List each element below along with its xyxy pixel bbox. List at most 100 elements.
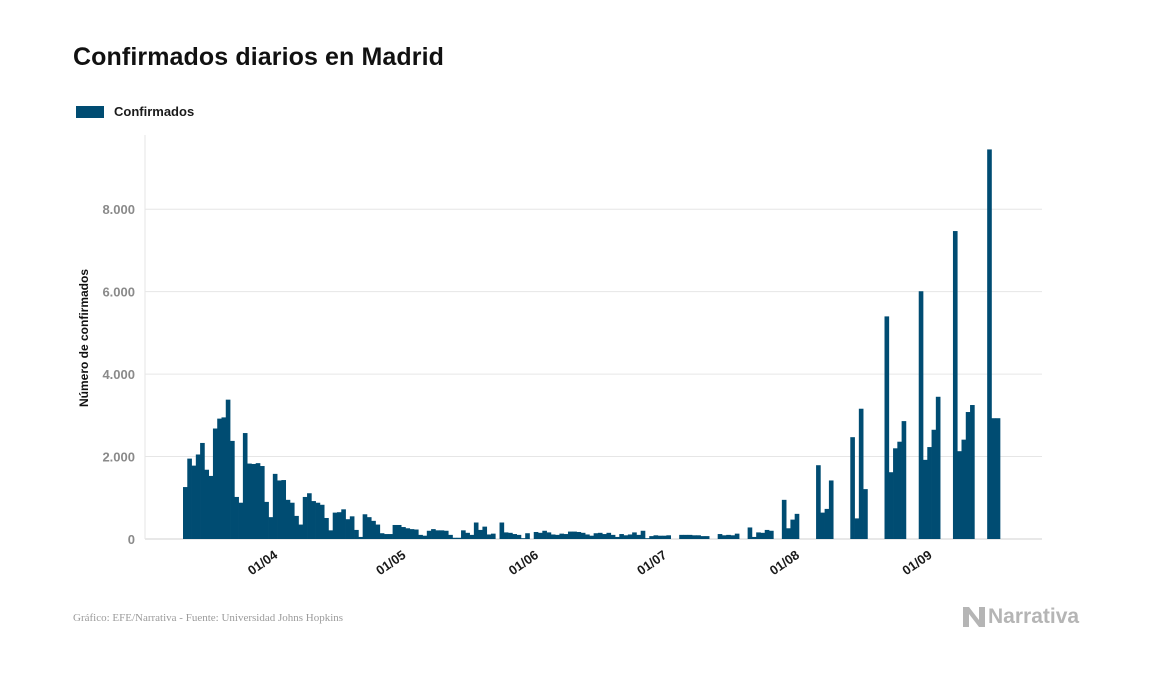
bar <box>289 502 295 539</box>
bar <box>217 418 222 539</box>
bar <box>987 149 992 539</box>
bar <box>961 439 967 539</box>
bar <box>384 534 389 539</box>
bar <box>499 522 505 539</box>
bar <box>572 531 577 539</box>
bar <box>401 527 406 539</box>
bar <box>649 536 654 539</box>
bar <box>897 441 902 539</box>
bar <box>593 533 599 539</box>
bar <box>730 535 736 539</box>
bar <box>371 520 376 539</box>
bar <box>563 534 569 539</box>
bar <box>281 480 287 539</box>
bar <box>888 472 894 539</box>
bar <box>854 518 860 539</box>
bar <box>952 231 958 540</box>
bar <box>183 487 188 539</box>
bar <box>893 448 898 539</box>
bar <box>230 440 235 539</box>
bar <box>786 528 791 539</box>
bar <box>486 534 492 539</box>
bar <box>418 534 423 539</box>
bar <box>272 473 278 539</box>
bar <box>332 512 338 539</box>
bar <box>687 534 693 539</box>
bar <box>627 534 633 539</box>
bar <box>863 489 868 539</box>
bar <box>991 418 997 539</box>
x-tick-label: 01/04 <box>245 547 281 578</box>
y-tick-label: 0 <box>128 532 135 547</box>
bar <box>580 532 586 539</box>
bar <box>259 466 265 539</box>
bar <box>850 437 855 539</box>
bar <box>662 535 667 539</box>
bar <box>555 534 560 539</box>
y-tick-labels: 0 2.000 4.000 6.000 8.000 <box>102 202 135 547</box>
bar <box>538 532 543 539</box>
bar <box>448 534 453 539</box>
bar <box>610 534 616 539</box>
bar <box>769 530 774 539</box>
bar <box>683 534 689 539</box>
bar <box>589 535 594 539</box>
bar <box>469 534 475 539</box>
chart-title: Confirmados diarios en Madrid <box>73 43 445 71</box>
bar <box>533 531 539 539</box>
bar <box>751 536 757 539</box>
bar <box>336 512 342 539</box>
bar <box>559 533 565 539</box>
bar <box>482 526 488 539</box>
bar <box>307 493 312 539</box>
bar <box>820 512 825 539</box>
bar <box>516 534 522 539</box>
bar <box>653 535 659 539</box>
bar <box>396 524 402 539</box>
bar <box>234 496 239 539</box>
bars <box>183 149 1001 540</box>
bar <box>726 534 731 539</box>
bar <box>409 529 415 539</box>
brand-name: Narrativa <box>988 605 1080 628</box>
bar <box>927 447 932 539</box>
bar <box>405 528 411 539</box>
bar <box>422 535 428 539</box>
x-tick-label: 01/06 <box>506 547 541 578</box>
bar <box>520 538 526 539</box>
bar <box>970 405 975 539</box>
bar <box>858 408 864 539</box>
bar <box>208 475 214 539</box>
bar <box>238 502 244 539</box>
bar <box>756 532 761 539</box>
x-tick-label: 01/09 <box>899 547 934 578</box>
grid-lines <box>144 135 1042 540</box>
bar <box>225 399 231 539</box>
bar <box>632 532 637 539</box>
bar <box>931 429 937 539</box>
x-tick-label: 01/05 <box>373 547 408 578</box>
bar <box>503 532 509 539</box>
bar <box>456 537 462 539</box>
bar <box>478 529 483 539</box>
bar <box>615 536 620 539</box>
bar <box>204 469 210 539</box>
bar <box>191 465 197 539</box>
bar <box>255 463 261 539</box>
bar <box>546 532 552 539</box>
bar <box>392 524 398 539</box>
bar <box>221 417 227 539</box>
bar <box>995 418 1001 539</box>
bar <box>790 519 796 539</box>
bar <box>597 532 603 539</box>
bar <box>328 530 334 539</box>
bar <box>602 534 607 539</box>
y-tick-label: 8.000 <box>102 202 135 217</box>
bar <box>576 531 582 539</box>
bar <box>508 532 513 539</box>
x-tick-label: 01/07 <box>634 547 669 578</box>
bar <box>298 524 304 539</box>
bar <box>567 531 573 539</box>
bar <box>704 536 710 539</box>
bar <box>644 538 650 539</box>
